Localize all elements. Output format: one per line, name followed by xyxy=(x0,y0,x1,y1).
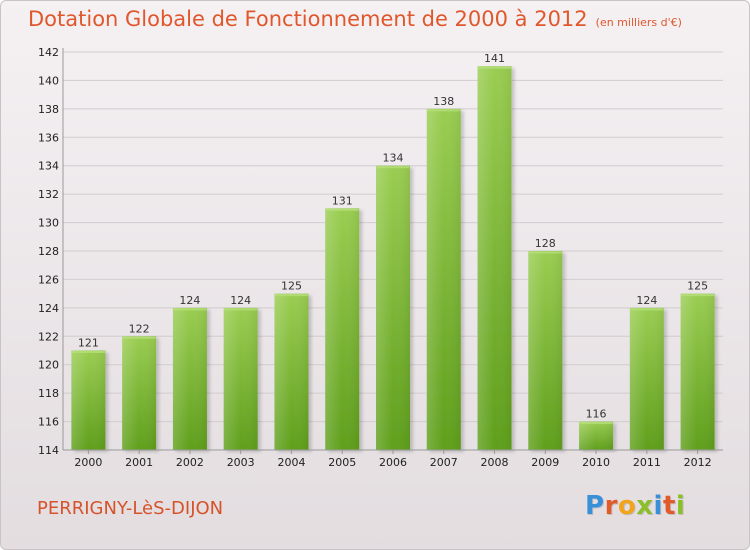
bar-top-edge xyxy=(274,294,308,297)
bar-top-edge xyxy=(478,66,512,69)
bar-2001 xyxy=(122,336,157,450)
data-label: 134 xyxy=(383,152,404,165)
data-label: 125 xyxy=(687,280,708,293)
data-label: 125 xyxy=(281,280,302,293)
y-tick-label: 140 xyxy=(38,74,59,87)
bar-highlight xyxy=(376,165,410,450)
x-tick-label: 2009 xyxy=(531,456,559,469)
data-label: 131 xyxy=(332,194,353,207)
bar-top-edge xyxy=(579,422,613,425)
data-label: 141 xyxy=(484,52,505,65)
x-tick-label: 2000 xyxy=(74,456,102,469)
bar-2002 xyxy=(172,307,207,450)
bar-top-edge xyxy=(224,308,258,311)
data-label: 122 xyxy=(129,322,150,335)
y-tick-label: 128 xyxy=(38,245,59,258)
data-label: 121 xyxy=(78,337,99,350)
bar-top-edge xyxy=(173,308,207,311)
y-tick-label: 130 xyxy=(38,217,59,230)
bar-highlight xyxy=(579,421,614,450)
data-label: 124 xyxy=(179,294,200,307)
axis-layer: 1141161181201221241261281301321341361381… xyxy=(38,46,723,469)
bar-2011 xyxy=(629,307,664,450)
bar-2009 xyxy=(528,251,563,450)
bar-highlight xyxy=(71,350,106,450)
bar-top-edge xyxy=(376,166,410,169)
bar-highlight xyxy=(680,293,715,450)
bar-2006 xyxy=(376,165,410,450)
bar-highlight xyxy=(629,307,664,450)
y-tick-label: 142 xyxy=(38,46,59,59)
x-tick-label: 2011 xyxy=(633,456,661,469)
bar-2004 xyxy=(274,293,309,450)
x-tick-label: 2007 xyxy=(430,456,458,469)
y-tick-label: 138 xyxy=(38,103,59,116)
x-tick-label: 2001 xyxy=(125,456,153,469)
bar-highlight xyxy=(172,307,207,450)
x-tick-label: 2004 xyxy=(277,456,305,469)
bar-top-edge xyxy=(427,109,461,112)
x-tick-label: 2006 xyxy=(379,456,407,469)
y-tick-label: 132 xyxy=(38,188,59,201)
x-tick-label: 2003 xyxy=(227,456,255,469)
bar-2003 xyxy=(223,307,258,450)
bar-highlight xyxy=(426,108,461,450)
bar-layer xyxy=(71,66,715,450)
bar-top-edge xyxy=(528,251,562,254)
y-tick-label: 124 xyxy=(38,302,59,315)
bar-highlight xyxy=(325,208,360,450)
bar-top-edge xyxy=(71,351,105,353)
x-tick-label: 2008 xyxy=(481,456,509,469)
x-tick-label: 2002 xyxy=(176,456,204,469)
bar-highlight xyxy=(528,251,563,450)
y-tick-label: 118 xyxy=(38,387,59,400)
chart-subtitle: (en milliers d'€) xyxy=(595,16,682,29)
x-tick-label: 2010 xyxy=(582,456,610,469)
bar-2005 xyxy=(325,208,360,450)
bar-2012 xyxy=(680,293,715,450)
bar-top-edge xyxy=(681,294,715,297)
bar-highlight xyxy=(274,293,309,450)
bar-highlight xyxy=(477,66,512,450)
y-tick-label: 116 xyxy=(38,416,59,429)
place-name: PERRIGNY-LèS-DIJON xyxy=(37,498,224,519)
y-tick-label: 120 xyxy=(38,359,59,372)
bar-2008 xyxy=(477,66,512,450)
x-tick-label: 2005 xyxy=(328,456,356,469)
y-tick-label: 136 xyxy=(38,131,59,144)
chart-title: Dotation Globale de Fonctionnement de 20… xyxy=(28,7,682,31)
bar-highlight xyxy=(122,336,157,450)
y-tick-label: 114 xyxy=(38,444,59,457)
data-label: 138 xyxy=(433,95,454,108)
bar-2010 xyxy=(579,421,614,450)
bar-top-edge xyxy=(630,308,664,311)
x-tick-label: 2012 xyxy=(684,456,712,469)
y-tick-label: 122 xyxy=(38,330,59,343)
y-tick-label: 134 xyxy=(38,160,59,173)
proxiti-logo: Proxiti xyxy=(585,491,686,521)
bar-2007 xyxy=(426,108,461,450)
y-tick-label: 126 xyxy=(38,273,59,286)
bar-top-edge xyxy=(122,336,156,339)
bar-highlight xyxy=(223,307,258,450)
label-layer: 121 122 124 124 125 131 134 138 141 128 116 124 125 xyxy=(78,52,708,420)
bar-2000 xyxy=(71,350,106,450)
data-label: 116 xyxy=(586,408,607,421)
bar-top-edge xyxy=(325,208,359,211)
data-label: 124 xyxy=(230,294,251,307)
data-label: 128 xyxy=(535,237,556,250)
data-label: 124 xyxy=(636,294,657,307)
chart-title-text: Dotation Globale de Fonctionnement de 20… xyxy=(28,7,588,31)
